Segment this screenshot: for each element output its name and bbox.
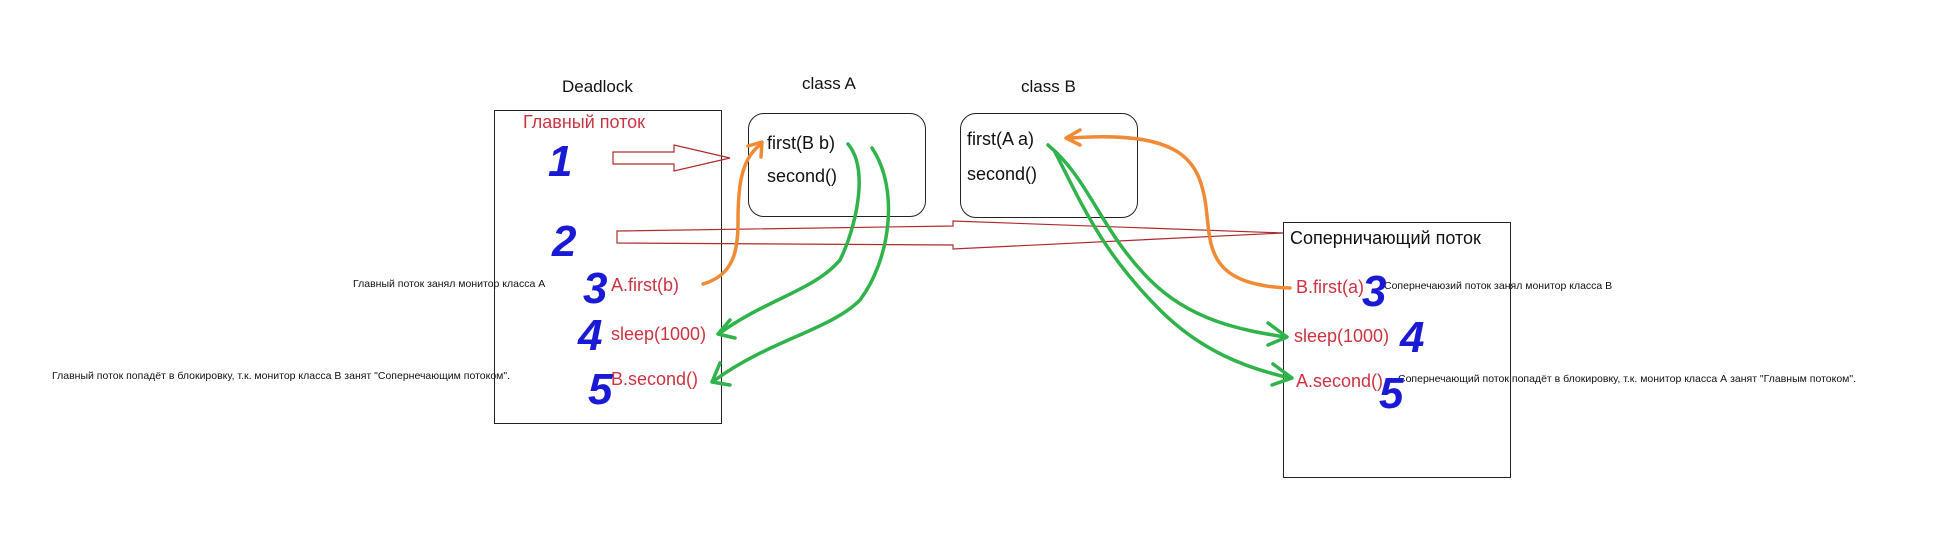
rival-thread-label: Соперничающий поток: [1290, 228, 1481, 248]
rival-step-3-text: B.first(a): [1296, 277, 1365, 297]
rival-step-number-5: 5: [1379, 369, 1404, 418]
green-arrow-rival-second: [1053, 150, 1292, 380]
step-number-2: 2: [551, 217, 577, 266]
rival-step-number-4: 4: [1399, 313, 1424, 362]
arrow-step-1: [612, 144, 731, 172]
step-number-1: 1: [548, 137, 572, 186]
rival-step-number-3: 3: [1362, 267, 1386, 316]
class-a-method-second: second(): [767, 166, 838, 186]
step-number-5: 5: [588, 365, 613, 414]
main-step-3-text: A.first(b): [611, 275, 680, 295]
class-a-box: [748, 113, 926, 217]
orange-arrow-rival: [1068, 135, 1292, 290]
class-b-box: [960, 113, 1138, 218]
main-thread-box: [494, 110, 722, 424]
rival-thread-box: [1283, 222, 1511, 478]
rival-note-3: Сопернечаюзий поток занял монитор класса…: [1384, 280, 1613, 292]
green-arrow-main-second: [713, 146, 891, 382]
orange-arrow-main: [701, 143, 762, 286]
class-a-method-first: first(B b): [767, 133, 836, 153]
green-arrow-rival-sleep: [1046, 143, 1287, 339]
main-note-3: Главный поток занял монитор класса А: [353, 278, 546, 290]
step-number-3: 3: [583, 264, 607, 313]
green-arrow-main-sleep: [718, 142, 861, 335]
main-thread-label: Главный поток: [523, 112, 646, 132]
rival-note-5: Сопернечающий поток попадёт в блокировку…: [1398, 373, 1857, 385]
arrow-step-2: [616, 220, 1284, 250]
class-b-method-first: first(A a): [967, 129, 1035, 149]
rival-step-5-text: A.second(): [1296, 371, 1384, 391]
main-step-4-text: sleep(1000): [611, 324, 707, 344]
class-a-title: class A: [802, 74, 856, 93]
step-number-4: 4: [577, 311, 602, 360]
main-note-5: Главный поток попадёт в блокировку, т.к.…: [52, 370, 511, 382]
deadlock-title: Deadlock: [562, 77, 633, 96]
rival-step-4-text: sleep(1000): [1294, 326, 1390, 346]
class-b-method-second: second(): [967, 164, 1038, 184]
class-b-title: class B: [1021, 77, 1076, 96]
main-step-5-text: B.second(): [611, 369, 699, 389]
